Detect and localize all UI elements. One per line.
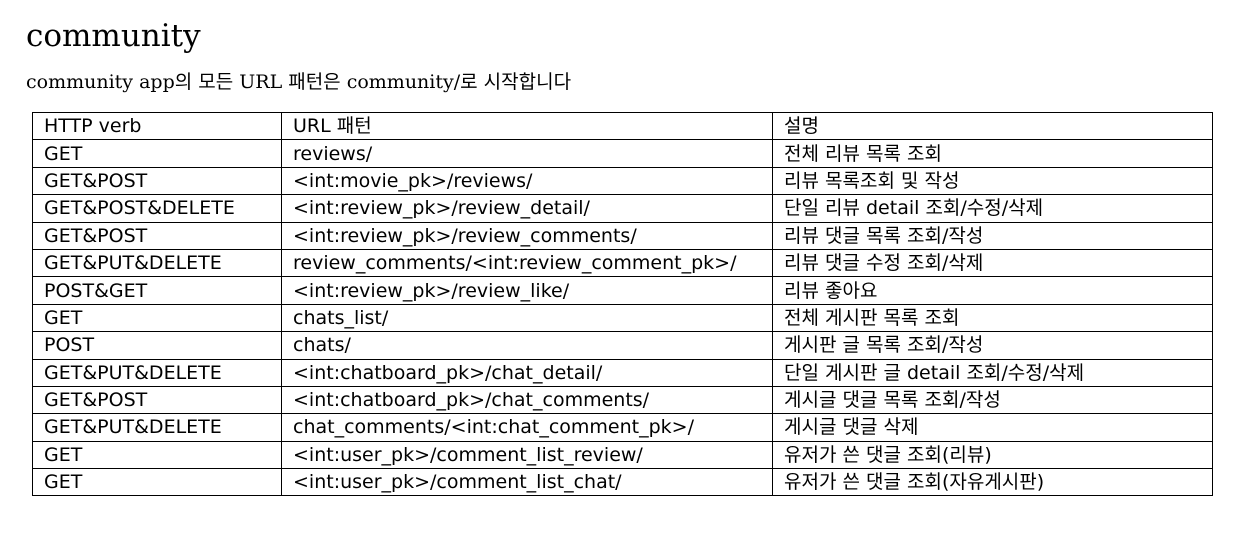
- page-subtitle: community app의 모든 URL 패턴은 community/로 시작…: [26, 71, 572, 93]
- cell-url-pattern: chats/: [281, 331, 773, 360]
- url-pattern-table: HTTP verb URL 패턴 설명 GET reviews/ 전체 리뷰 목…: [32, 111, 1213, 497]
- cell-url-pattern: reviews/: [281, 139, 773, 168]
- cell-description: 게시글 댓글 삭제: [772, 413, 1213, 442]
- cell-description: 리뷰 댓글 수정 조회/삭제: [772, 248, 1213, 278]
- cell-url-pattern: <int:review_pk>/review_detail/: [281, 194, 773, 223]
- cell-url-pattern: review_comments/<int:review_comment_pk>/: [281, 248, 773, 278]
- table-row: GET&PUT&DELETE chat_comments/<int:chat_c…: [32, 413, 1213, 442]
- cell-url-pattern: chat_comments/<int:chat_comment_pk>/: [281, 413, 773, 442]
- cell-description: 리뷰 댓글 목록 조회/작성: [772, 221, 1213, 250]
- cell-http-verb: POST&GET: [32, 276, 282, 305]
- header-url-pattern: URL 패턴: [281, 111, 773, 141]
- cell-description: 유저가 쓴 댓글 조회(리뷰): [772, 440, 1213, 470]
- table-row: GET <int:user_pk>/comment_list_chat/ 유저가…: [32, 468, 1213, 497]
- cell-http-verb: GET&PUT&DELETE: [32, 248, 282, 278]
- page-title: community: [26, 18, 201, 54]
- cell-description: 유저가 쓴 댓글 조회(자유게시판): [772, 468, 1213, 497]
- cell-http-verb: GET&POST: [32, 221, 282, 250]
- cell-description: 리뷰 좋아요: [772, 276, 1213, 305]
- cell-url-pattern: <int:movie_pk>/reviews/: [281, 166, 773, 196]
- header-http-verb: HTTP verb: [32, 111, 282, 141]
- cell-description: 게시판 글 목록 조회/작성: [772, 331, 1213, 360]
- cell-url-pattern: <int:review_pk>/review_like/: [281, 276, 773, 305]
- table-row: POST&GET <int:review_pk>/review_like/ 리뷰…: [32, 276, 1213, 305]
- cell-url-pattern: <int:user_pk>/comment_list_chat/: [281, 468, 773, 497]
- cell-description: 게시글 댓글 목록 조회/작성: [772, 385, 1213, 415]
- table-header-row: HTTP verb URL 패턴 설명: [32, 111, 1213, 141]
- cell-description: 단일 리뷰 detail 조회/수정/삭제: [772, 194, 1213, 223]
- table-row: POST chats/ 게시판 글 목록 조회/작성: [32, 331, 1213, 360]
- cell-url-pattern: <int:review_pk>/review_comments/: [281, 221, 773, 250]
- cell-http-verb: GET: [32, 303, 282, 333]
- cell-http-verb: GET&POST: [32, 385, 282, 415]
- cell-url-pattern: <int:user_pk>/comment_list_review/: [281, 440, 773, 470]
- table-row: GET chats_list/ 전체 게시판 목록 조회: [32, 303, 1213, 333]
- cell-description: 전체 게시판 목록 조회: [772, 303, 1213, 333]
- cell-description: 전체 리뷰 목록 조회: [772, 139, 1213, 168]
- table-row: GET&POST <int:movie_pk>/reviews/ 리뷰 목록조회…: [32, 166, 1213, 196]
- table-row: GET&POST&DELETE <int:review_pk>/review_d…: [32, 194, 1213, 223]
- cell-http-verb: GET&PUT&DELETE: [32, 413, 282, 442]
- cell-http-verb: GET: [32, 139, 282, 168]
- cell-http-verb: GET&POST: [32, 166, 282, 196]
- cell-url-pattern: <int:chatboard_pk>/chat_detail/: [281, 358, 773, 387]
- table-row: GET&PUT&DELETE <int:chatboard_pk>/chat_d…: [32, 358, 1213, 387]
- table-row: GET&PUT&DELETE review_comments/<int:revi…: [32, 248, 1213, 278]
- table-row: GET&POST <int:review_pk>/review_comments…: [32, 221, 1213, 250]
- table-row: GET <int:user_pk>/comment_list_review/ 유…: [32, 440, 1213, 470]
- header-description: 설명: [772, 111, 1213, 141]
- cell-http-verb: POST: [32, 331, 282, 360]
- cell-description: 리뷰 목록조회 및 작성: [772, 166, 1213, 196]
- table-row: GET reviews/ 전체 리뷰 목록 조회: [32, 139, 1213, 168]
- cell-url-pattern: chats_list/: [281, 303, 773, 333]
- table-row: GET&POST <int:chatboard_pk>/chat_comment…: [32, 385, 1213, 415]
- cell-http-verb: GET&POST&DELETE: [32, 194, 282, 223]
- cell-http-verb: GET&PUT&DELETE: [32, 358, 282, 387]
- cell-url-pattern: <int:chatboard_pk>/chat_comments/: [281, 385, 773, 415]
- cell-http-verb: GET: [32, 440, 282, 470]
- cell-http-verb: GET: [32, 468, 282, 497]
- cell-description: 단일 게시판 글 detail 조회/수정/삭제: [772, 358, 1213, 387]
